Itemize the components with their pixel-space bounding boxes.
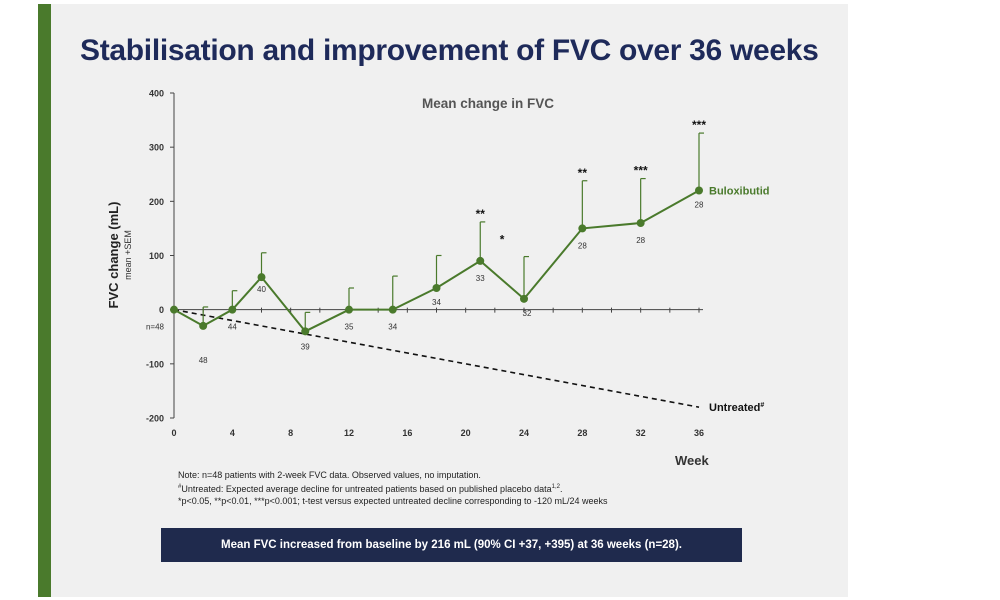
data-point [199, 321, 208, 330]
data-point [388, 305, 397, 314]
footnote-1: Note: n=48 patients with 2-week FVC data… [178, 470, 481, 480]
data-point [476, 256, 485, 265]
y-tick-label: 0 [159, 305, 164, 315]
n-label: 39 [301, 342, 310, 351]
n-label: 40 [257, 285, 266, 294]
chart-title: Mean change in FVC [422, 96, 554, 111]
data-point [695, 186, 703, 195]
n-label: 28 [578, 241, 587, 250]
y-axis-label: FVC change (mL) [106, 202, 121, 309]
significance-marker: *** [634, 164, 648, 178]
untreated-label: Untreated# [709, 402, 764, 414]
n-label: 48 [199, 356, 208, 365]
significance-marker: *** [692, 118, 706, 132]
y-axis-sublabel: mean +SEM [123, 230, 133, 280]
y-tick-label: 300 [149, 143, 164, 153]
summary-text: Mean FVC increased from baseline by 216 … [221, 539, 682, 551]
x-tick-label: 16 [402, 428, 412, 438]
x-tick-label: 20 [461, 428, 471, 438]
footnotes: Note: n=48 patients with 2-week FVC data… [178, 469, 778, 507]
slide-panel [38, 4, 848, 597]
n-label: 33 [476, 274, 485, 283]
n-label: 28 [695, 201, 704, 210]
buloxibutid-label: Buloxibutid [709, 186, 770, 198]
x-tick-label: 4 [230, 428, 235, 438]
y-tick-label: -200 [146, 414, 164, 424]
x-axis-label: Week [675, 453, 709, 468]
y-tick-label: 400 [149, 89, 164, 99]
n-label: n=48 [146, 323, 165, 332]
untreated-label-mark: # [760, 402, 764, 409]
x-tick-label: 12 [344, 428, 354, 438]
data-point [520, 294, 528, 303]
n-label: 34 [388, 323, 397, 332]
x-tick-label: 24 [519, 428, 529, 438]
data-point [257, 273, 266, 282]
accent-bar [38, 4, 51, 597]
x-tick-label: 0 [171, 428, 176, 438]
data-point [228, 305, 237, 314]
y-tick-label: 200 [149, 197, 164, 207]
footnote-2-ref: 1,2 [551, 484, 560, 490]
significance-marker: ** [476, 207, 486, 221]
data-point [432, 284, 441, 292]
x-tick-label: 28 [577, 428, 587, 438]
y-tick-label: 100 [149, 251, 164, 261]
significance-marker: * [500, 232, 505, 246]
x-tick-label: 36 [694, 428, 704, 438]
slide-title: Stabilisation and improvement of FVC ove… [80, 34, 819, 67]
n-label: 32 [523, 309, 532, 318]
n-label: 28 [636, 236, 645, 245]
n-label: 34 [432, 298, 441, 307]
data-point [345, 305, 353, 314]
data-point [636, 219, 645, 227]
summary-box: Mean FVC increased from baseline by 216 … [161, 528, 742, 562]
significance-marker: ** [578, 166, 588, 180]
n-label: 44 [228, 323, 237, 332]
x-tick-label: 32 [636, 428, 646, 438]
footnote-2: #Untreated: Expected average decline for… [178, 484, 563, 494]
data-point [170, 305, 178, 314]
data-point [578, 224, 587, 233]
n-label: 35 [345, 323, 354, 332]
untreated-line [173, 308, 700, 408]
y-tick-label: -100 [146, 359, 164, 369]
footnote-2-mark: # [178, 484, 182, 490]
x-tick-label: 8 [288, 428, 293, 438]
footnote-3: *p<0.05, **p<0.01, ***p<0.001; t-test ve… [178, 496, 608, 506]
footnote-2-text: Untreated: Expected average decline for … [181, 484, 552, 494]
data-point [301, 327, 310, 336]
